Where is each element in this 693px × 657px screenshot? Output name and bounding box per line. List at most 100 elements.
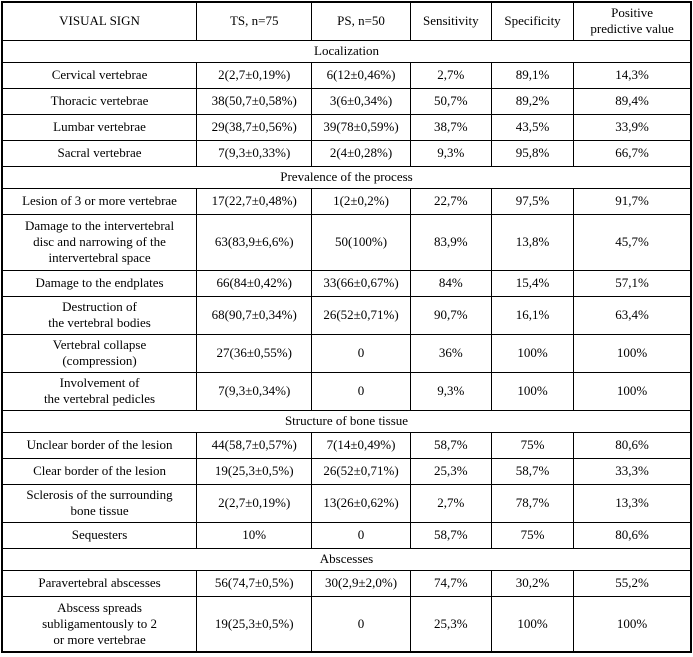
sign-cell: Sacral vertebrae (1, 139, 198, 167)
specificity-cell: 75% (490, 521, 575, 549)
table-row: Damage to the intervertebral disc and na… (1, 213, 692, 271)
ts-cell: 17(22,7±0,48%) (196, 187, 313, 215)
ts-cell: 27(36±0,55%) (196, 333, 313, 373)
ppv-cell: 55,2% (573, 569, 692, 597)
ppv-cell: 66,7% (573, 139, 692, 167)
sign-cell: Sequesters (1, 521, 198, 549)
sensitivity-cell: 25,3% (409, 457, 492, 485)
ps-cell: 0 (311, 371, 411, 411)
sign-cell: Clear border of the lesion (1, 457, 198, 485)
column-header-ppv: Positive predictive value (573, 1, 692, 41)
section-row-prevalence: Prevalence of the process (1, 165, 692, 189)
sensitivity-cell: 22,7% (409, 187, 492, 215)
ps-cell: 3(6±0,34%) (311, 87, 411, 115)
sign-cell: Abscess spreads subligamentously to 2 or… (1, 595, 198, 653)
ps-cell: 13(26±0,62%) (311, 483, 411, 523)
ppv-cell: 100% (573, 333, 692, 373)
sign-cell: Sclerosis of the surrounding bone tissue (1, 483, 198, 523)
column-header-specificity: Specificity (490, 1, 575, 41)
sensitivity-cell: 2,7% (409, 483, 492, 523)
sensitivity-cell: 9,3% (409, 139, 492, 167)
specificity-cell: 89,2% (490, 87, 575, 115)
section-row-bone-structure: Structure of bone tissue (1, 409, 692, 433)
ts-cell: 19(25,3±0,5%) (196, 595, 313, 653)
header-row: VISUAL SIGN TS, n=75 PS, n=50 Sensitivit… (1, 1, 692, 41)
table-row: Lesion of 3 or more vertebrae 17(22,7±0,… (1, 187, 692, 215)
sensitivity-cell: 9,3% (409, 371, 492, 411)
ps-cell: 26(52±0,71%) (311, 457, 411, 485)
specificity-cell: 43,5% (490, 113, 575, 141)
section-header: Abscesses (1, 547, 692, 571)
ppv-cell: 45,7% (573, 213, 692, 271)
specificity-cell: 78,7% (490, 483, 575, 523)
specificity-cell: 13,8% (490, 213, 575, 271)
sign-cell: Vertebral collapse (compression) (1, 333, 198, 373)
ps-cell: 0 (311, 595, 411, 653)
sign-cell: Cervical vertebrae (1, 61, 198, 89)
ts-cell: 66(84±0,42%) (196, 269, 313, 297)
sign-cell: Lumbar vertebrae (1, 113, 198, 141)
ps-cell: 26(52±0,71%) (311, 295, 411, 335)
ts-cell: 2(2,7±0,19%) (196, 483, 313, 523)
table-row: Sclerosis of the surrounding bone tissue… (1, 483, 692, 523)
specificity-cell: 75% (490, 431, 575, 459)
specificity-cell: 95,8% (490, 139, 575, 167)
specificity-cell: 30,2% (490, 569, 575, 597)
section-header: Localization (1, 39, 692, 63)
ps-cell: 7(14±0,49%) (311, 431, 411, 459)
table-row: Lumbar vertebrae 29(38,7±0,56%) 39(78±0,… (1, 113, 692, 141)
sensitivity-cell: 74,7% (409, 569, 492, 597)
ps-cell: 1(2±0,2%) (311, 187, 411, 215)
specificity-cell: 15,4% (490, 269, 575, 297)
table-row: Abscess spreads subligamentously to 2 or… (1, 595, 692, 653)
table-row: Sacral vertebrae 7(9,3±0,33%) 2(4±0,28%)… (1, 139, 692, 167)
sensitivity-cell: 83,9% (409, 213, 492, 271)
sensitivity-cell: 38,7% (409, 113, 492, 141)
ts-cell: 44(58,7±0,57%) (196, 431, 313, 459)
ps-cell: 6(12±0,46%) (311, 61, 411, 89)
ppv-cell: 57,1% (573, 269, 692, 297)
table-row: Unclear border of the lesion 44(58,7±0,5… (1, 431, 692, 459)
table-row: Sequesters 10% 0 58,7% 75% 80,6% (1, 521, 692, 549)
table-row: Damage to the endplates 66(84±0,42%) 33(… (1, 269, 692, 297)
ts-cell: 7(9,3±0,34%) (196, 371, 313, 411)
column-header-visual-sign: VISUAL SIGN (1, 1, 198, 41)
sign-cell: Lesion of 3 or more vertebrae (1, 187, 198, 215)
ps-cell: 50(100%) (311, 213, 411, 271)
ps-cell: 30(2,9±2,0%) (311, 569, 411, 597)
ppv-cell: 33,3% (573, 457, 692, 485)
column-header-ps: PS, n=50 (311, 1, 411, 41)
ts-cell: 63(83,9±6,6%) (196, 213, 313, 271)
table-row: Cervical vertebrae 2(2,7±0,19%) 6(12±0,4… (1, 61, 692, 89)
ts-cell: 29(38,7±0,56%) (196, 113, 313, 141)
ppv-cell: 63,4% (573, 295, 692, 335)
table-row: Clear border of the lesion 19(25,3±0,5%)… (1, 457, 692, 485)
ts-cell: 38(50,7±0,58%) (196, 87, 313, 115)
ps-cell: 0 (311, 521, 411, 549)
section-row-localization: Localization (1, 39, 692, 63)
ppv-cell: 33,9% (573, 113, 692, 141)
sensitivity-cell: 50,7% (409, 87, 492, 115)
section-row-abscesses: Abscesses (1, 547, 692, 571)
sign-cell: Damage to the endplates (1, 269, 198, 297)
ts-cell: 68(90,7±0,34%) (196, 295, 313, 335)
ts-cell: 10% (196, 521, 313, 549)
table-row: Destruction of the vertebral bodies 68(9… (1, 295, 692, 335)
ppv-cell: 89,4% (573, 87, 692, 115)
ppv-cell: 91,7% (573, 187, 692, 215)
sign-cell: Destruction of the vertebral bodies (1, 295, 198, 335)
sensitivity-cell: 2,7% (409, 61, 492, 89)
sign-cell: Paravertebral abscesses (1, 569, 198, 597)
ts-cell: 56(74,7±0,5%) (196, 569, 313, 597)
sensitivity-cell: 84% (409, 269, 492, 297)
specificity-cell: 16,1% (490, 295, 575, 335)
specificity-cell: 100% (490, 595, 575, 653)
table-row: Vertebral collapse (compression) 27(36±0… (1, 333, 692, 373)
specificity-cell: 97,5% (490, 187, 575, 215)
specificity-cell: 100% (490, 333, 575, 373)
sensitivity-cell: 90,7% (409, 295, 492, 335)
table-row: Thoracic vertebrae 38(50,7±0,58%) 3(6±0,… (1, 87, 692, 115)
ppv-cell: 14,3% (573, 61, 692, 89)
